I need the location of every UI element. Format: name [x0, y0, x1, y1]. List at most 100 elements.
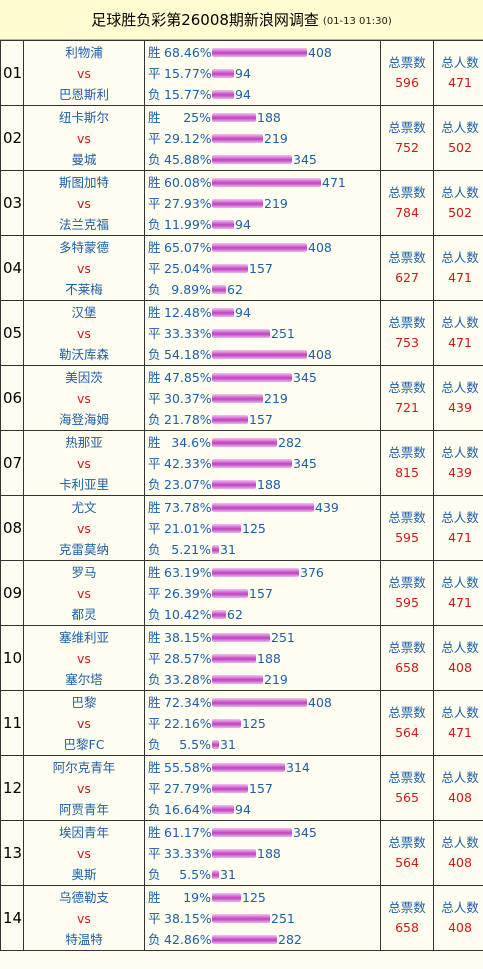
lose-bar	[212, 609, 226, 619]
home-team[interactable]: 纽卡斯尔	[58, 109, 109, 125]
win-bar	[212, 307, 234, 317]
lose-percent: 45.88%	[164, 151, 212, 167]
win-label: 胜	[148, 434, 161, 450]
lose-vote-row: 负 10.42% 62	[145, 604, 380, 625]
total-tickets-cell: 总票数 658	[380, 885, 434, 951]
lose-percent: 15.77%	[164, 86, 212, 102]
away-team[interactable]: 特温特	[65, 931, 103, 947]
total-people-label: 总人数	[441, 55, 479, 70]
away-team[interactable]: 卡利亚里	[58, 476, 109, 492]
away-team[interactable]: 法兰克福	[58, 216, 109, 232]
away-team[interactable]: 海登海姆	[58, 411, 109, 427]
away-team[interactable]: 奥斯	[71, 866, 97, 882]
away-team[interactable]: 曼城	[71, 151, 97, 167]
draw-label: 平	[148, 650, 161, 666]
lose-percent: 5.21%	[171, 541, 211, 557]
home-team[interactable]: 汉堡	[71, 304, 97, 320]
match-row: 09 罗马 vs 都灵 胜 63.19% 376 平 26.39% 157 负 10.42% 62 总票数…	[0, 560, 483, 626]
match-row: 04 多特蒙德 vs 不莱梅 胜 65.07% 408 平 25.04% 157 负 9.89% 62 总…	[0, 235, 483, 301]
lose-label: 负	[148, 671, 161, 687]
home-team[interactable]: 罗马	[71, 564, 97, 580]
page-header: 足球胜负彩第26008期新浪网调查 (01-13 01:30)	[0, 0, 483, 40]
lose-label: 负	[148, 541, 161, 557]
away-team[interactable]: 不莱梅	[65, 281, 103, 297]
lose-count: 408	[308, 346, 332, 362]
match-number: 14	[0, 885, 24, 951]
draw-bar	[212, 653, 256, 663]
draw-bar	[212, 718, 241, 728]
away-team[interactable]: 巴黎FC	[63, 736, 105, 752]
lose-count: 157	[249, 411, 273, 427]
draw-label: 平	[148, 780, 161, 796]
total-tickets-value: 596	[395, 75, 419, 90]
draw-count: 125	[242, 520, 266, 536]
match-teams: 纽卡斯尔 vs 曼城	[23, 105, 145, 171]
draw-percent: 38.15%	[164, 910, 212, 926]
away-team[interactable]: 巴恩斯利	[58, 86, 109, 102]
vs-label: vs	[77, 130, 91, 146]
draw-bar	[212, 523, 241, 533]
home-team[interactable]: 埃因青年	[58, 824, 109, 840]
win-bar	[212, 112, 256, 122]
lose-label: 负	[148, 476, 161, 492]
draw-percent: 27.79%	[164, 780, 212, 796]
total-tickets-value: 658	[395, 660, 419, 675]
match-row: 08 尤文 vs 克雷莫纳 胜 73.78% 439 平 21.01% 125 负 5.21% 31 总票…	[0, 495, 483, 561]
draw-percent: 22.16%	[164, 715, 212, 731]
lose-vote-row: 负 9.89% 62	[145, 279, 380, 300]
draw-percent: 25.04%	[164, 260, 212, 276]
home-team[interactable]: 塞维利亚	[58, 629, 109, 645]
home-team[interactable]: 斯图加特	[58, 174, 109, 190]
home-team[interactable]: 利物浦	[65, 44, 103, 60]
match-row: 05 汉堡 vs 勒沃库森 胜 12.48% 94 平 33.33% 251 负 54.18% 408 总…	[0, 300, 483, 366]
draw-label: 平	[148, 585, 161, 601]
draw-percent: 30.37%	[164, 390, 212, 406]
match-number: 02	[0, 105, 24, 171]
draw-vote-row: 平 38.15% 251	[145, 908, 380, 929]
win-label: 胜	[148, 499, 161, 515]
win-vote-row: 胜 47.85% 345	[145, 367, 380, 388]
match-number: 04	[0, 235, 24, 301]
home-team[interactable]: 阿尔克青年	[52, 759, 116, 775]
draw-count: 157	[249, 780, 273, 796]
away-team[interactable]: 塞尔塔	[65, 671, 103, 687]
match-teams: 塞维利亚 vs 塞尔塔	[23, 625, 145, 691]
away-team[interactable]: 都灵	[71, 606, 97, 622]
vote-distribution: 胜 68.46% 408 平 15.77% 94 负 15.77% 94	[144, 40, 381, 106]
lose-label: 负	[148, 281, 161, 297]
total-people-cell: 总人数 471	[433, 690, 483, 756]
win-percent: 47.85%	[164, 369, 212, 385]
away-team[interactable]: 阿贾青年	[58, 801, 109, 817]
home-team[interactable]: 美因茨	[65, 369, 103, 385]
total-tickets-value: 784	[395, 205, 419, 220]
total-tickets-value: 753	[395, 335, 419, 350]
draw-label: 平	[148, 455, 161, 471]
win-vote-row: 胜 55.58% 314	[145, 757, 380, 778]
home-team[interactable]: 乌德勒支	[58, 889, 109, 905]
draw-bar	[212, 458, 292, 468]
draw-bar	[212, 783, 248, 793]
match-number: 01	[0, 40, 24, 106]
away-team[interactable]: 勒沃库森	[58, 346, 109, 362]
total-tickets-cell: 总票数 658	[380, 625, 434, 691]
total-people-label: 总人数	[441, 250, 479, 265]
total-tickets-value: 627	[395, 270, 419, 285]
home-team[interactable]: 巴黎	[71, 694, 97, 710]
total-tickets-label: 总票数	[388, 315, 426, 330]
win-count: 376	[300, 564, 324, 580]
total-people-cell: 总人数 408	[433, 885, 483, 951]
total-tickets-label: 总票数	[388, 120, 426, 135]
win-bar	[212, 632, 270, 642]
win-percent: 55.58%	[164, 759, 212, 775]
draw-count: 125	[242, 715, 266, 731]
total-tickets-value: 564	[395, 855, 419, 870]
home-team[interactable]: 热那亚	[65, 434, 103, 450]
draw-label: 平	[148, 130, 161, 146]
match-number: 09	[0, 560, 24, 626]
match-number: 13	[0, 820, 24, 886]
lose-vote-row: 负 5.5% 31	[145, 734, 380, 755]
away-team[interactable]: 克雷莫纳	[58, 541, 109, 557]
home-team[interactable]: 尤文	[71, 499, 97, 515]
lose-vote-row: 负 33.28% 219	[145, 669, 380, 690]
home-team[interactable]: 多特蒙德	[58, 239, 109, 255]
